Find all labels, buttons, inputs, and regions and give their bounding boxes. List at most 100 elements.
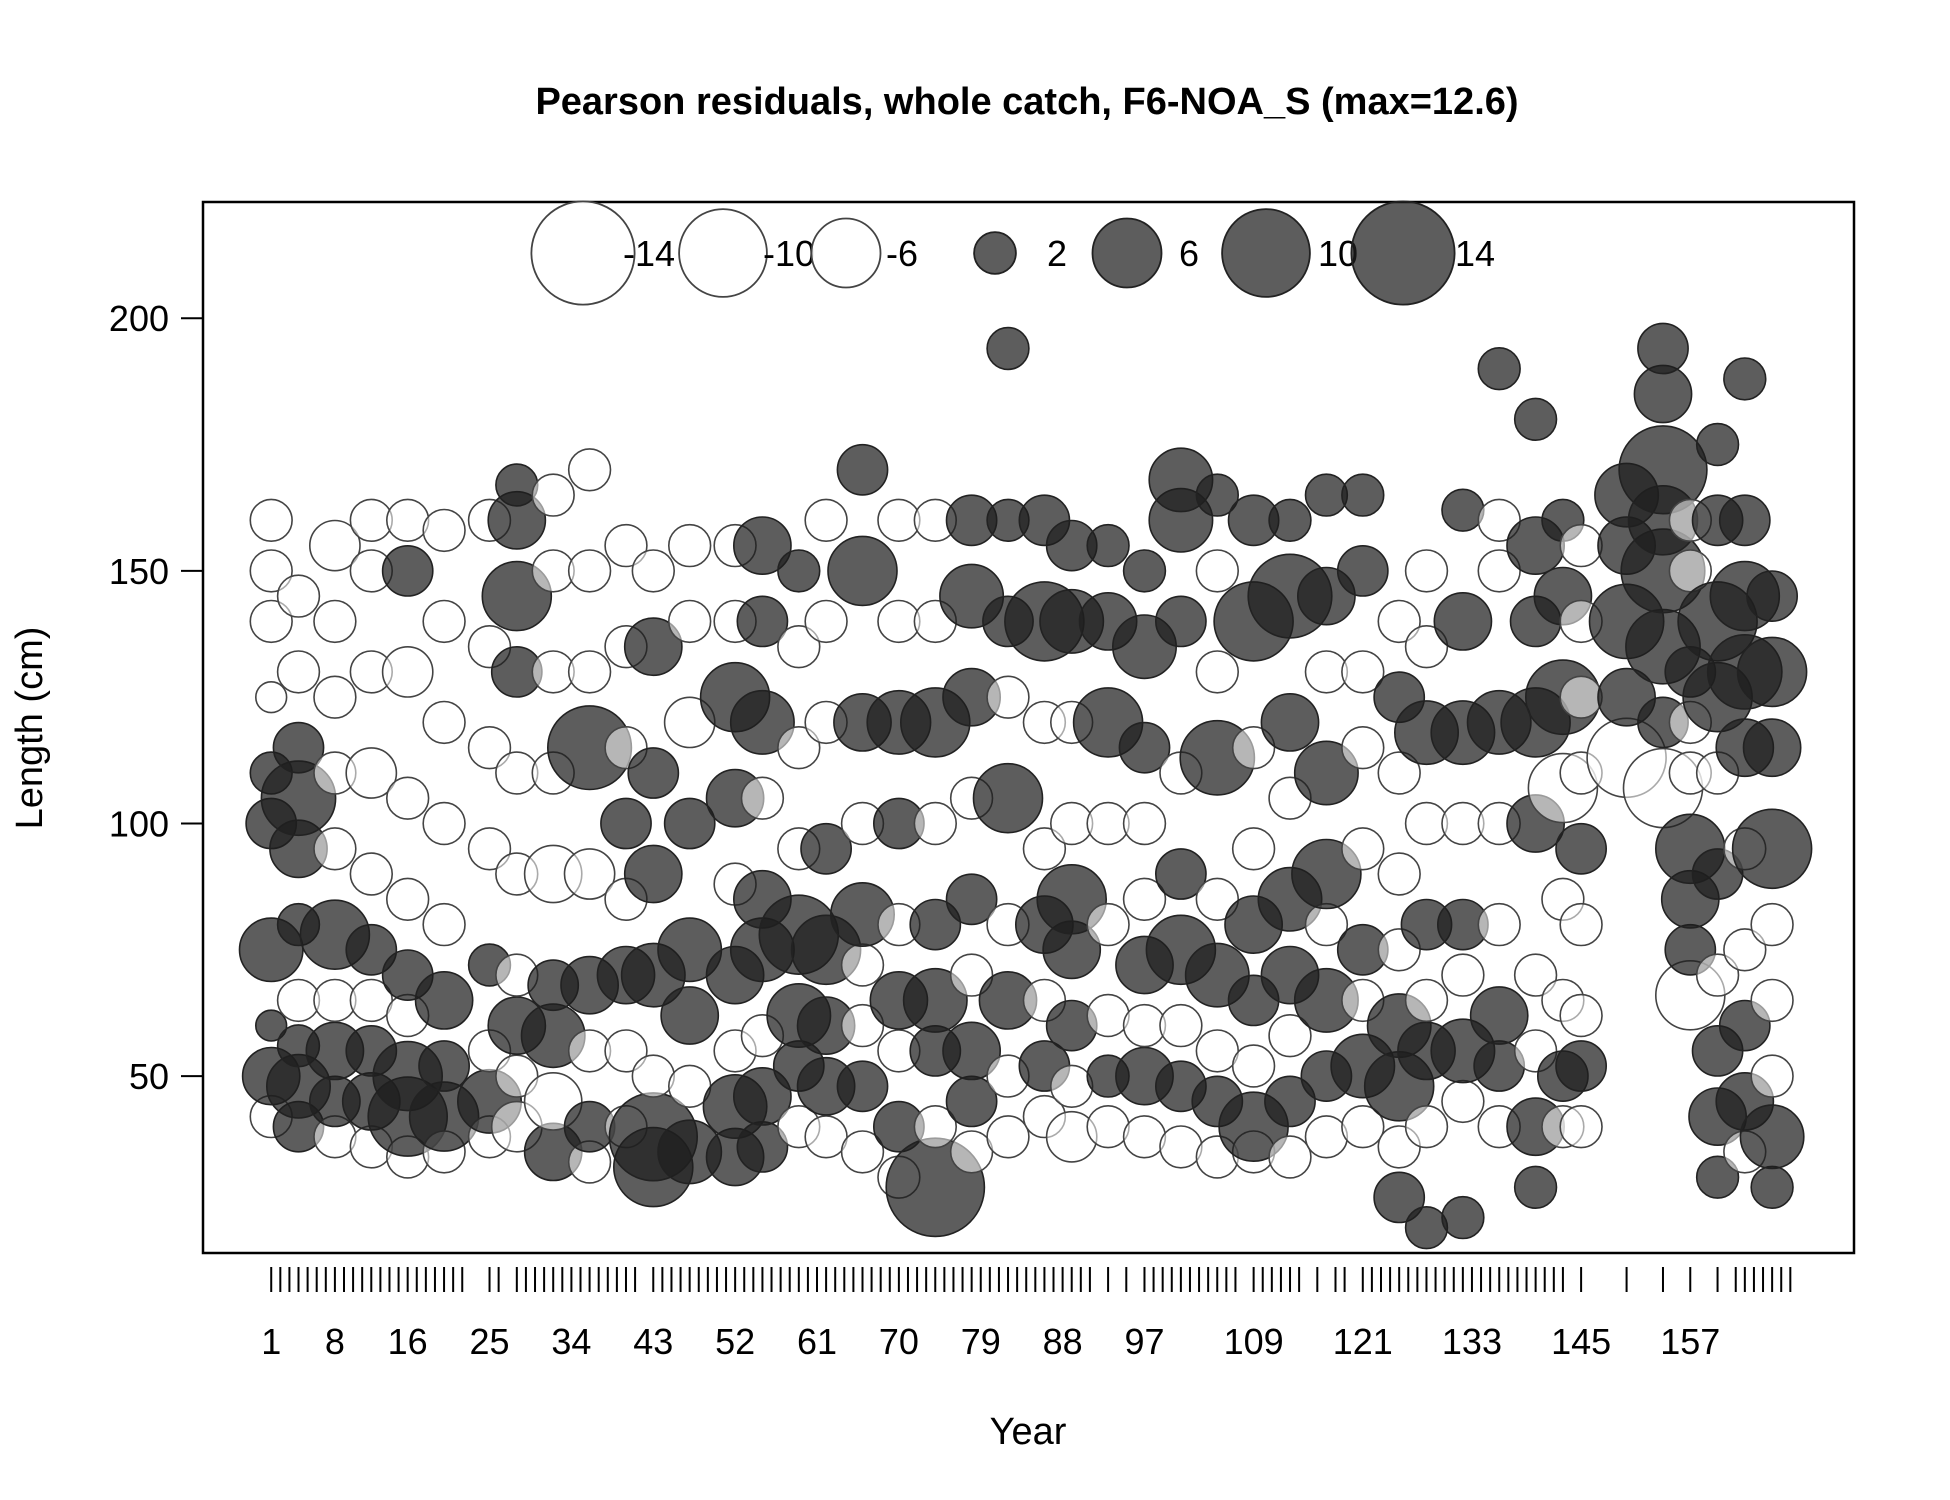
bubble-43-50 — [631, 1054, 675, 1098]
bubble-121-165 — [1341, 473, 1385, 517]
bubble-78-70 — [949, 953, 994, 997]
bubble-109-52 — [1231, 1044, 1276, 1088]
legend: -14 -10 -6 2 6 10 14 — [530, 200, 1495, 306]
bubble-132-140 — [1433, 592, 1493, 651]
bubble-93-80 — [1086, 902, 1130, 947]
bubble-128-150 — [1404, 549, 1449, 593]
bubble-70-140 — [877, 599, 921, 644]
bubble-97-115 — [1118, 721, 1171, 774]
bubble-101-140 — [1155, 595, 1207, 648]
bubble-16-105 — [386, 776, 430, 820]
bubble-166-50 — [1750, 1054, 1794, 1098]
bubble-59-150 — [777, 549, 821, 593]
bubble-166-130 — [1736, 636, 1808, 708]
bubble-154-170 — [1618, 425, 1708, 515]
bubble-132-162 — [1441, 488, 1485, 532]
bubble-62-140 — [804, 599, 848, 644]
bubble-128-100 — [1404, 801, 1449, 846]
x-tick-label-61: 61 — [797, 1321, 837, 1362]
bubble-136-150 — [1477, 549, 1521, 593]
bubble-8-140 — [313, 599, 357, 644]
y-tick-label-100: 100 — [109, 804, 169, 845]
bubble-8-125 — [313, 675, 357, 719]
bubble-55-105 — [740, 776, 785, 820]
bubble-74-80 — [909, 898, 962, 951]
bubble-163-160 — [1718, 494, 1771, 547]
bubble-66-48 — [836, 1060, 889, 1113]
legend-label--10: -10 — [763, 233, 815, 274]
bubble-145-95 — [1555, 822, 1608, 875]
bubble-36-55 — [567, 1029, 612, 1073]
bubble-93-40 — [1086, 1104, 1130, 1149]
bubble-136-62 — [1469, 986, 1529, 1045]
y-axis-title: Length (cm) — [9, 627, 51, 830]
bubble-55-120 — [729, 689, 795, 755]
bubble-128-135 — [1404, 624, 1449, 669]
bubble-166-80 — [1750, 902, 1794, 947]
x-tick-label-79: 79 — [961, 1321, 1001, 1362]
bubble-105-130 — [1195, 650, 1240, 694]
bubble-36-90 — [563, 848, 616, 900]
bubble-59-135 — [777, 624, 821, 669]
bubble-layer — [238, 322, 1813, 1250]
bubble-86-95 — [1022, 827, 1067, 871]
bubble-74-40 — [913, 1104, 957, 1149]
legend-bubble-10 — [1221, 208, 1311, 298]
bubble-66-35 — [840, 1130, 885, 1174]
bubble-166-65 — [1750, 978, 1794, 1023]
bubble-97-38 — [1122, 1115, 1167, 1159]
bubble-132-70 — [1441, 953, 1485, 997]
bubble-47-100 — [663, 797, 716, 850]
bubble-1-150 — [249, 549, 293, 593]
bubble-109-115 — [1231, 725, 1276, 770]
bubble-4-130 — [276, 650, 321, 694]
x-axis-title: Year — [990, 1411, 1067, 1453]
bubble-117-110 — [1293, 740, 1359, 806]
legend-label-6: 6 — [1179, 233, 1199, 274]
bubble-132-45 — [1441, 1079, 1485, 1124]
bubble-70-160 — [877, 498, 921, 542]
bubble-113-45 — [1264, 1075, 1316, 1128]
bubble-43-110 — [627, 747, 680, 799]
legend-label--6: -6 — [886, 233, 918, 274]
bubble-82-38 — [986, 1115, 1030, 1159]
bubble-55-155 — [733, 516, 792, 576]
bubble-132-22 — [1441, 1195, 1485, 1240]
legend-bubble--14 — [530, 200, 636, 306]
bubble-16-160 — [386, 498, 430, 542]
bubble-55-140 — [736, 595, 789, 648]
bubble-40-155 — [604, 523, 648, 568]
x-tick-label-145: 145 — [1551, 1321, 1611, 1362]
bubble-145-62 — [1559, 993, 1603, 1038]
bubble-62-38 — [804, 1115, 848, 1159]
bubble-121-115 — [1341, 725, 1385, 770]
bubble-8-155 — [308, 519, 361, 572]
bubble-28-167 — [495, 463, 539, 507]
legend-label-14: 14 — [1455, 233, 1495, 274]
bubble-16-130 — [381, 646, 434, 698]
bubble-82-125 — [986, 675, 1030, 719]
chart-title: Pearson residuals, whole catch, F6-NOA_S… — [535, 81, 1518, 123]
legend-bubble-6 — [1091, 217, 1163, 289]
bubble-8-95 — [313, 827, 357, 871]
bubble-78-35 — [949, 1130, 994, 1174]
bubble-43-90 — [623, 844, 683, 904]
bubble-125-90 — [1377, 852, 1421, 896]
bubble-89-48 — [1049, 1064, 1094, 1109]
bubble-1-160 — [249, 498, 293, 542]
bubble-78-55 — [942, 1021, 1002, 1081]
bubble-47-140 — [667, 599, 712, 644]
legend-label--14: -14 — [623, 233, 675, 274]
bubble-140-70 — [1513, 953, 1558, 997]
bubble-32-165 — [531, 473, 575, 517]
x-tick-label-109: 109 — [1224, 1321, 1284, 1362]
y-axis: 50 100 150 200 — [109, 298, 203, 1097]
bubble-136-190 — [1477, 347, 1521, 391]
x-tick-label-70: 70 — [879, 1321, 919, 1362]
bubble-145-40 — [1559, 1104, 1603, 1149]
bubble-117-130 — [1304, 650, 1349, 694]
bubble-154-194 — [1637, 322, 1689, 375]
bubble-82-105 — [972, 762, 1044, 834]
bubble-32-130 — [531, 650, 575, 694]
